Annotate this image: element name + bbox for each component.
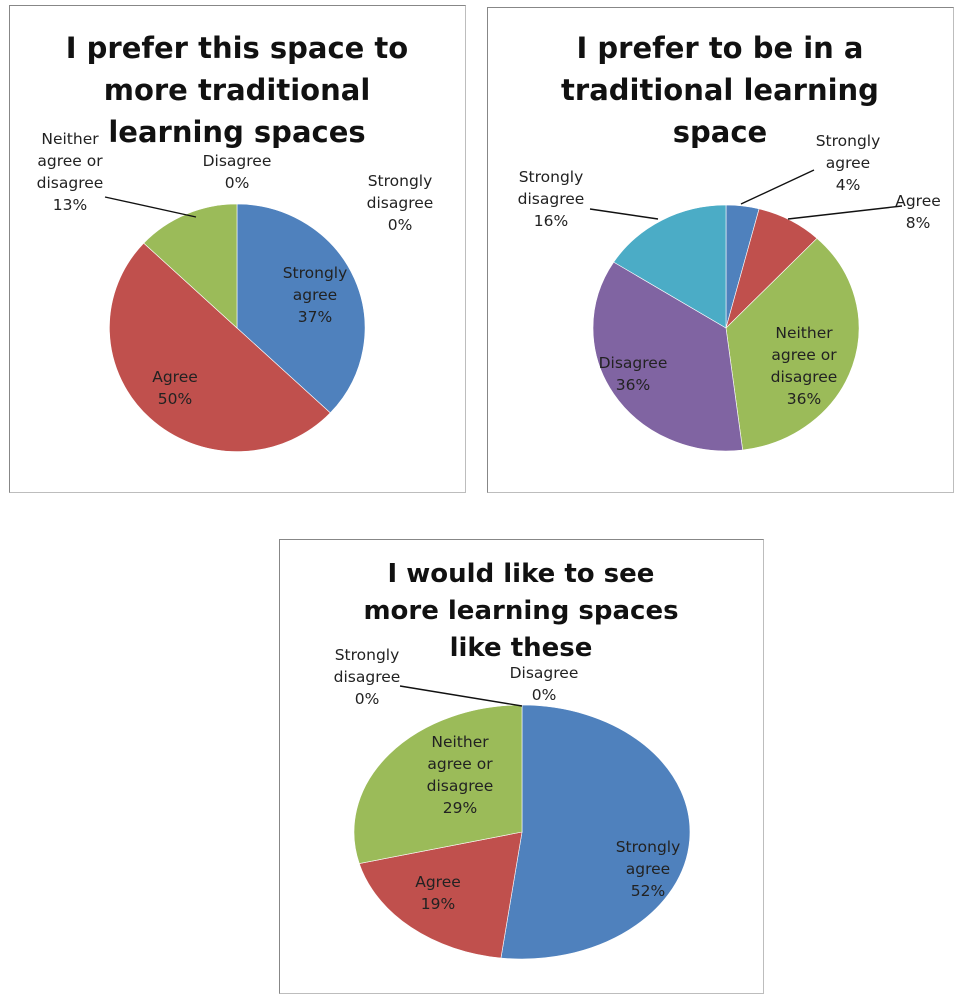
pie-slice-agree [358,831,523,959]
pie-slice-disagree [592,261,744,452]
leader-line-neither-agree-or-disagree [104,196,197,218]
data-label-neither-agree-or-disagree: Neither agree or disagree 13% [37,130,104,214]
pie-slice-neither-agree-or-disagree [353,704,523,864]
pie-chart-1: I prefer this space to more traditional le… [37,31,434,452]
data-label-strongly-agree: Strongly agree 4% [816,132,881,194]
pie-slice-strongly-agree [500,704,691,960]
chart-panel-see-more-spaces: I would like to see more learning spaces l… [279,539,764,994]
leader-line-agree [787,205,903,220]
pie-slice-strongly-disagree [613,204,727,329]
chart-title: I would like to see more learning spaces l… [363,559,678,663]
leader-line-strongly-disagree [589,208,659,220]
chart-panel-prefer-traditional: I prefer to be in a traditional learning s… [487,7,954,493]
pie-slice-strongly-agree [236,203,366,414]
data-label-strongly-agree: Strongly agree 37% [283,264,348,326]
data-label-agree: Agree 50% [152,368,198,408]
data-label-strongly-disagree: Strongly disagree 16% [518,168,585,230]
data-label-neither-agree-or-disagree: Neither agree or disagree 36% [771,324,838,408]
leader-line-strongly-agree [740,169,815,205]
data-label-neither-agree-or-disagree: Neither agree or disagree 29% [427,733,494,817]
pie-chart-3: I would like to see more learning spaces l… [334,559,691,960]
pie-chart-2: I prefer to be in a traditional learning s… [518,31,941,452]
data-label-disagree: Disagree 36% [599,354,668,394]
pie-slice-neither-agree-or-disagree [725,237,860,451]
data-label-disagree: Disagree 0% [203,152,272,192]
data-label-disagree: Disagree 0% [510,664,579,704]
chart-panel-preference-this-space: I prefer this space to more traditional le… [9,5,466,493]
chart-title: I prefer to be in a traditional learning s… [561,31,879,149]
data-label-strongly-agree: Strongly agree 52% [616,838,681,900]
data-label-strongly-disagree: Strongly disagree 0% [334,646,401,708]
data-label-strongly-disagree: Strongly disagree 0% [367,172,434,234]
data-label-agree: Agree 8% [895,192,941,232]
leader-line-strongly-disagree [399,685,523,707]
data-label-agree: Agree 19% [415,873,461,913]
chart-title: I prefer this space to more traditional le… [66,31,408,149]
pie-slice-agree [109,242,331,452]
